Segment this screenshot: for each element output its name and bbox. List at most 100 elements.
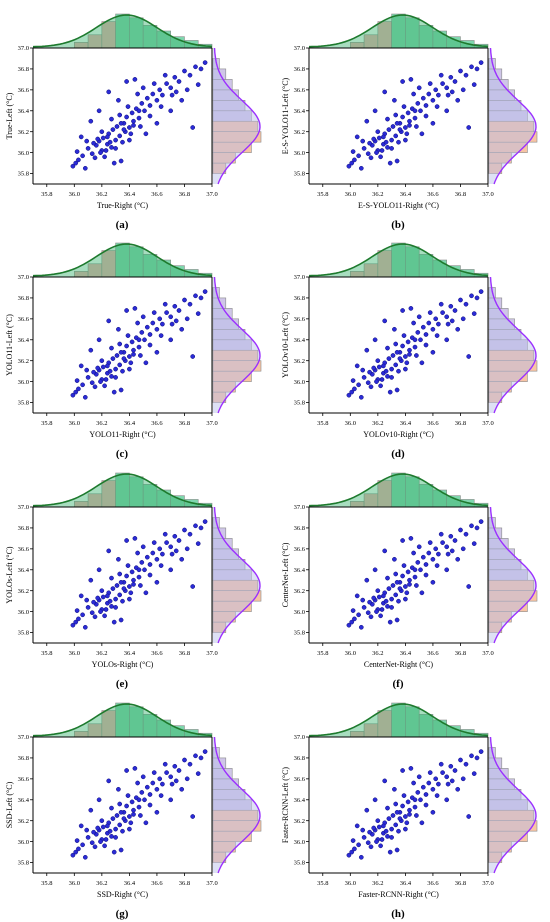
scatter-point xyxy=(448,74,454,80)
scatter-point xyxy=(379,377,385,382)
scatter-point xyxy=(449,548,455,554)
scatter-point xyxy=(179,326,185,332)
right-fit-curve xyxy=(213,506,261,644)
scatter-point xyxy=(387,160,393,166)
scatter-point xyxy=(404,131,410,137)
y-tick-label: 37.0 xyxy=(294,734,305,741)
x-tick-label: 36.0 xyxy=(69,880,80,887)
scatter-panel: 35.8 36.0 36.2 36.4 36.6 36.8 37.0 35.8 36.0 36.2… xyxy=(5,242,262,460)
scatter-point xyxy=(73,389,79,395)
x-tick-label: 36.4 xyxy=(400,650,412,657)
scatter-point xyxy=(365,151,371,157)
scatter-point xyxy=(172,74,178,80)
scatter-point xyxy=(103,148,109,153)
scatter-point xyxy=(172,763,178,769)
top-fit-area xyxy=(33,474,212,507)
scatter-point xyxy=(128,360,134,366)
scatter-point xyxy=(124,343,129,349)
scatter-point xyxy=(452,538,458,543)
scatter-point xyxy=(124,538,129,543)
scatter-point xyxy=(105,823,110,829)
x-tick-label: 36.8 xyxy=(455,650,466,657)
scatter-point xyxy=(154,120,160,126)
y-tick-label: 35.8 xyxy=(294,630,305,637)
scatter-point xyxy=(116,556,121,562)
scatter-point xyxy=(154,349,160,355)
scatter-panel: 35.8 36.0 36.2 36.4 36.6 36.8 37.0 35.8 36.0 36.2… xyxy=(281,242,538,460)
scatter-point xyxy=(360,367,366,373)
scatter-point xyxy=(136,574,142,580)
scatter-point xyxy=(157,316,163,322)
scatter-point xyxy=(140,85,146,91)
panel-label: (a) xyxy=(116,219,129,231)
scatter-point xyxy=(361,146,367,151)
scatter-point xyxy=(458,68,463,74)
scatter-point xyxy=(168,567,174,573)
y-axis-label: True-Left (°C) xyxy=(5,92,14,139)
scatter-point xyxy=(389,137,394,143)
scatter-point xyxy=(471,82,477,87)
scatter-point xyxy=(139,790,145,795)
y-tick-label: 36.0 xyxy=(18,150,29,157)
scatter-point xyxy=(436,781,441,787)
right-fit-curve xyxy=(489,736,537,874)
scatter-point xyxy=(389,146,394,151)
scatter-point xyxy=(396,139,401,145)
scatter-point xyxy=(478,60,484,65)
scatter-point xyxy=(131,123,136,128)
scatter-point xyxy=(99,818,105,824)
scatter-point xyxy=(420,784,426,790)
scatter-point xyxy=(114,353,120,358)
scatter-point xyxy=(392,786,397,792)
scatter-point xyxy=(385,604,390,609)
scatter-point xyxy=(162,301,168,307)
scatter-point xyxy=(448,303,454,309)
scatter-point xyxy=(419,590,425,596)
scatter-point xyxy=(129,569,135,575)
scatter-point xyxy=(400,538,405,543)
scatter-point xyxy=(140,544,146,550)
scatter-point xyxy=(107,368,113,374)
y-tick-label: 36.0 xyxy=(294,379,305,386)
scatter-point xyxy=(405,799,411,805)
scatter-point xyxy=(408,766,414,771)
scatter-point xyxy=(99,129,105,135)
scatter-point xyxy=(91,829,96,835)
scatter-point xyxy=(444,544,450,550)
scatter-point xyxy=(113,137,118,143)
scatter-point xyxy=(471,311,477,316)
scatter-point xyxy=(376,364,382,370)
scatter-point xyxy=(164,770,169,775)
x-tick-label: 36.6 xyxy=(151,880,163,887)
scatter-point xyxy=(114,124,120,129)
scatter-point xyxy=(423,572,429,578)
scatter-point xyxy=(73,849,79,855)
scatter-point xyxy=(184,87,190,93)
scatter-point xyxy=(385,805,390,811)
scatter-point xyxy=(433,776,439,782)
scatter-point xyxy=(396,598,401,604)
x-tick-label: 35.8 xyxy=(317,191,328,198)
scatter-point xyxy=(401,793,407,798)
scatter-point xyxy=(147,562,153,567)
scatter-point xyxy=(392,97,397,103)
scatter-point xyxy=(102,613,107,619)
scatter-point xyxy=(70,392,76,398)
scatter-point xyxy=(139,330,145,335)
scatter-point xyxy=(147,802,153,808)
scatter-point xyxy=(449,778,455,784)
scatter-point xyxy=(195,541,201,546)
scatter-point xyxy=(364,118,370,124)
scatter-point xyxy=(131,118,136,124)
scatter-point xyxy=(202,60,208,65)
scatter-point xyxy=(452,768,458,773)
scatter-point xyxy=(452,308,458,313)
scatter-point xyxy=(390,124,396,129)
scatter-point xyxy=(117,801,123,807)
scatter-point xyxy=(393,133,399,139)
scatter-point xyxy=(154,326,160,332)
y-tick-label: 36.8 xyxy=(18,295,29,302)
scatter-point xyxy=(392,326,397,332)
scatter-point xyxy=(120,139,125,145)
scatter-point xyxy=(434,563,440,568)
